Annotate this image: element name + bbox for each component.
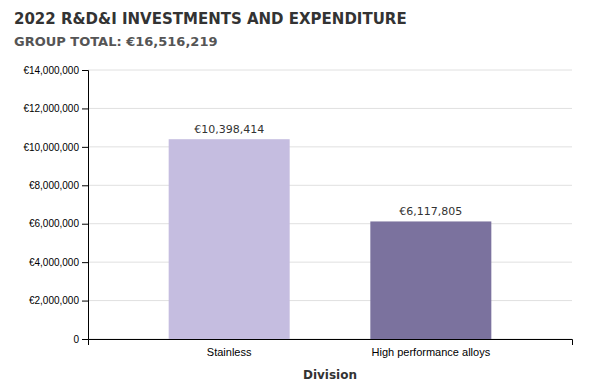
- y-tick: €6,000,000: [29, 218, 88, 229]
- grid-line: [88, 146, 572, 147]
- y-tick: €2,000,000: [29, 295, 88, 306]
- y-tick-mark: [82, 301, 88, 302]
- y-tick-label: €4,000,000: [29, 257, 79, 268]
- y-tick-mark: [82, 262, 88, 263]
- chart: 2022 R&D&I INVESTMENTS AND EXPENDITURE GR…: [0, 0, 592, 391]
- y-tick-label: €14,000,000: [23, 65, 79, 76]
- y-tick: €12,000,000: [23, 103, 88, 114]
- y-tick: €14,000,000: [23, 65, 88, 76]
- y-tick: €10,000,000: [23, 142, 88, 153]
- x-axis: Stainless High performance alloys: [89, 340, 573, 358]
- grid-line: [88, 108, 572, 109]
- y-tick: 0: [73, 334, 88, 345]
- bar: [370, 221, 491, 339]
- grid-line: [88, 70, 572, 71]
- x-tick: High performance alloys: [372, 346, 491, 358]
- data-label: €6,117,805: [399, 205, 462, 218]
- data-label: €10,398,414: [194, 123, 264, 136]
- y-tick-label: €6,000,000: [29, 218, 79, 229]
- data-labels: €10,398,414 €6,117,805: [194, 123, 462, 218]
- x-tick: Stainless: [207, 346, 252, 358]
- grid: [88, 70, 572, 339]
- grid-line: [88, 300, 572, 301]
- y-tick-mark: [82, 147, 88, 148]
- y-tick-mark: [82, 70, 88, 71]
- y-tick-label: €12,000,000: [23, 103, 79, 114]
- y-tick-label: €10,000,000: [23, 142, 79, 153]
- y-tick-mark: [82, 224, 88, 225]
- bar: [169, 139, 290, 339]
- x-axis-line: [89, 340, 573, 346]
- plot: 0 €2,000,000 €4,000,000 €6,000,000 €8,000,00…: [23, 65, 572, 382]
- grid-line: [88, 185, 572, 186]
- y-tick-mark: [82, 108, 88, 109]
- y-tick-mark: [82, 339, 88, 340]
- x-tick-label: Stainless: [207, 346, 252, 358]
- y-tick: €8,000,000: [29, 180, 88, 191]
- title: 2022 R&D&I INVESTMENTS AND EXPENDITURE: [14, 10, 407, 28]
- grid-line: [88, 262, 572, 263]
- y-tick-label: 0: [73, 334, 79, 345]
- bars: [169, 139, 492, 339]
- y-tick-label: €2,000,000: [29, 295, 79, 306]
- y-axis-line: [82, 71, 89, 340]
- x-tick-label: High performance alloys: [372, 346, 491, 358]
- y-tick-label: €8,000,000: [29, 180, 79, 191]
- y-tick: €4,000,000: [29, 257, 88, 268]
- y-tick-mark: [82, 185, 88, 186]
- x-axis-title: Division: [303, 368, 357, 382]
- subtitle: GROUP TOTAL: €16,516,219: [14, 34, 217, 49]
- grid-line: [88, 223, 572, 224]
- y-axis: 0 €2,000,000 €4,000,000 €6,000,000 €8,000,00…: [23, 65, 88, 345]
